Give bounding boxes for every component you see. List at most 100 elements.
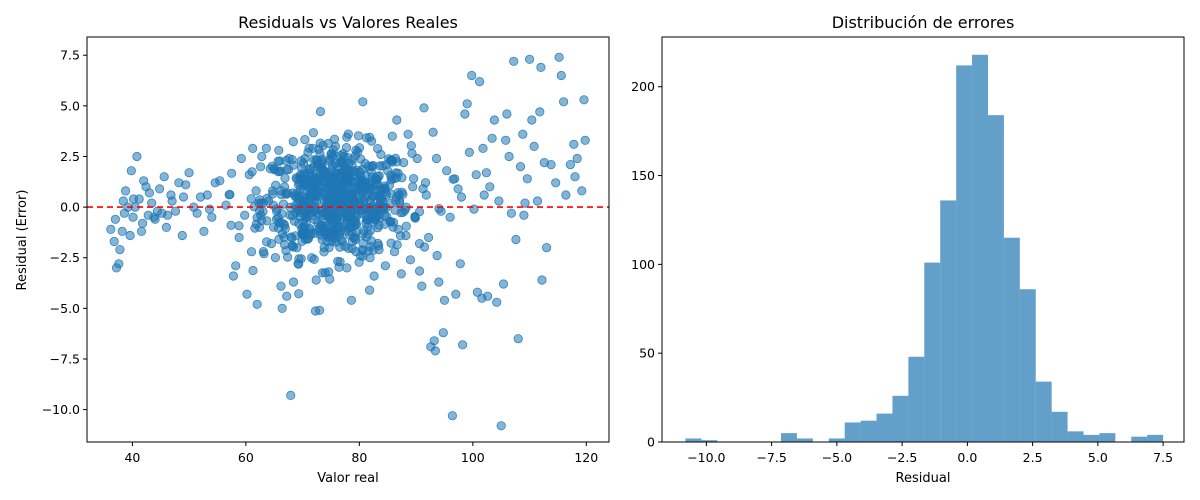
scatter-point — [311, 275, 321, 285]
scatter-point — [464, 147, 474, 157]
scatter-point — [207, 212, 217, 222]
scatter-point — [332, 169, 343, 179]
scatter-point — [306, 228, 316, 238]
scatter-point — [367, 172, 377, 182]
scatter-point — [270, 253, 280, 263]
scatter-point — [492, 297, 502, 307]
scatter-point — [489, 115, 499, 125]
scatter-point — [570, 172, 580, 182]
scatter-point — [408, 174, 419, 184]
scatter-panel: Residuals vs Valores Reales 40 60 80 100 120… — [15, 13, 610, 486]
scatter-point — [281, 165, 292, 175]
histogram-bar — [701, 440, 718, 442]
histogram-bar — [1099, 433, 1116, 442]
scatter-point — [453, 184, 463, 194]
scatter-point — [321, 223, 331, 233]
scatter-point — [456, 192, 467, 202]
scatter-point — [541, 243, 552, 253]
y-tick-label: 5.0 — [60, 98, 80, 113]
x-tick-label: 40 — [124, 450, 140, 465]
scatter-point — [445, 212, 455, 222]
scatter-point — [457, 340, 468, 350]
scatter-point — [339, 199, 350, 209]
scatter-point — [386, 175, 396, 185]
scatter-point — [518, 129, 528, 139]
y-tick-label: −2.5 — [50, 250, 80, 265]
scatter-point — [347, 189, 358, 200]
scatter-point — [294, 289, 304, 299]
scatter-point — [276, 281, 286, 291]
scatter-point — [502, 109, 512, 119]
x-tick-label: 0.0 — [957, 450, 977, 465]
scatter-point — [317, 268, 327, 278]
scatter-point — [318, 214, 328, 224]
scatter-point — [381, 160, 391, 170]
histogram-panel: Distribución de errores −10.0 −7.5 −5.0 −2.… — [631, 13, 1185, 486]
scatter-point — [303, 147, 313, 157]
scatter-point — [282, 291, 292, 301]
x-tick-label: 7.5 — [1153, 450, 1173, 465]
scatter-point — [394, 196, 405, 206]
histogram-bar — [1067, 431, 1084, 442]
scatter-point — [414, 266, 425, 276]
scatter-point — [405, 255, 415, 265]
scatter-point — [448, 174, 458, 184]
scatter-point — [192, 208, 202, 218]
scatter-point — [258, 247, 268, 257]
scatter-point — [527, 115, 537, 125]
scatter-point — [346, 295, 356, 305]
scatter-point — [234, 221, 244, 231]
scatter-point — [511, 234, 521, 245]
scatter-point — [121, 186, 131, 196]
scatter-point — [442, 166, 452, 176]
scatter-point — [536, 62, 546, 73]
scatter-point — [255, 162, 266, 172]
scatter-point — [515, 162, 526, 172]
scatter-point — [128, 194, 139, 204]
histogram-x-axis: −10.0 −7.5 −5.0 −2.5 0.0 2.5 5.0 7.5 — [687, 442, 1173, 465]
scatter-point — [234, 232, 244, 243]
scatter-point — [352, 147, 363, 157]
scatter-point — [432, 250, 442, 261]
scatter-point — [118, 196, 128, 206]
scatter-point — [184, 168, 194, 178]
scatter-point — [482, 291, 493, 301]
scatter-point — [114, 259, 124, 269]
scatter-point — [496, 421, 506, 431]
scatter-point — [494, 196, 504, 206]
scatter-point — [227, 168, 237, 178]
histogram-bar — [1083, 434, 1100, 442]
scatter-point — [408, 182, 418, 192]
scatter-point — [358, 97, 368, 107]
scatter-point — [342, 212, 352, 222]
scatter-point — [274, 145, 284, 155]
histogram-y-axis: 0 50 100 150 200 — [631, 79, 662, 450]
histogram-bar — [685, 438, 702, 442]
scatter-point — [125, 230, 135, 241]
y-tick-label: 7.5 — [60, 48, 80, 63]
scatter-point — [460, 109, 470, 119]
scatter-point — [504, 151, 514, 162]
scatter-point — [569, 139, 579, 149]
histogram-bar — [1035, 381, 1052, 442]
y-tick-label: −7.5 — [50, 351, 80, 366]
scatter-point — [286, 232, 296, 242]
scatter-point — [322, 194, 332, 204]
scatter-point — [273, 167, 283, 177]
scatter-point — [572, 153, 582, 164]
scatter-point — [221, 200, 231, 210]
histogram-frame — [661, 36, 1185, 443]
scatter-point — [228, 271, 238, 281]
scatter-point — [315, 138, 325, 148]
scatter-point — [126, 166, 136, 176]
scatter-point — [328, 145, 338, 155]
histogram-bar — [796, 438, 813, 442]
scatter-point — [226, 220, 236, 230]
scatter-point — [297, 228, 307, 239]
scatter-point — [430, 346, 440, 356]
scatter-point — [257, 151, 267, 162]
scatter-point — [451, 289, 461, 299]
y-tick-label: 0.0 — [60, 200, 80, 215]
y-tick-label: 0 — [647, 435, 655, 450]
